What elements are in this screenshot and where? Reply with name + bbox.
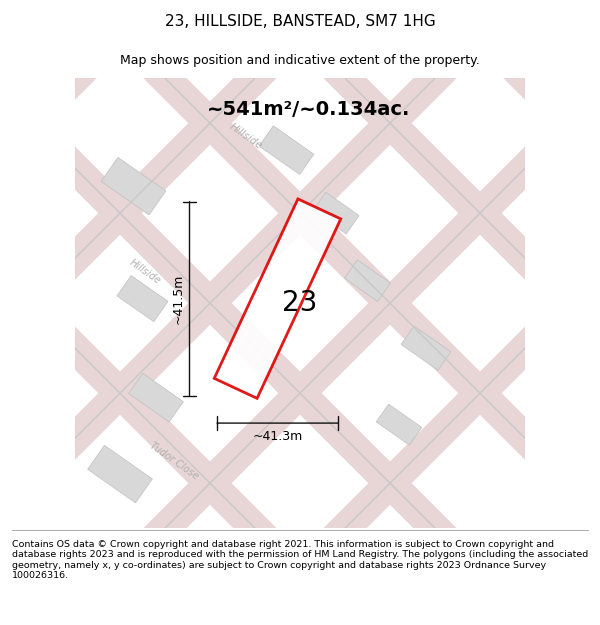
Text: Hillside: Hillside: [228, 122, 264, 151]
Bar: [344, 260, 391, 301]
Text: ~41.3m: ~41.3m: [253, 430, 302, 443]
Text: Contains OS data © Crown copyright and database right 2021. This information is : Contains OS data © Crown copyright and d…: [12, 540, 588, 580]
Bar: [88, 446, 152, 503]
Bar: [313, 192, 359, 234]
Text: 23, HILLSIDE, BANSTEAD, SM7 1HG: 23, HILLSIDE, BANSTEAD, SM7 1HG: [164, 14, 436, 29]
Bar: [376, 404, 422, 445]
Text: Hillside: Hillside: [127, 258, 162, 286]
Bar: [101, 158, 166, 215]
Bar: [401, 326, 451, 370]
Text: ~541m²/~0.134ac.: ~541m²/~0.134ac.: [208, 100, 410, 119]
Bar: [117, 276, 168, 322]
Text: ~41.5m: ~41.5m: [172, 274, 185, 324]
Bar: [259, 126, 314, 174]
Text: 23: 23: [283, 289, 317, 317]
Text: Tudor Close: Tudor Close: [148, 440, 200, 481]
Bar: [128, 373, 184, 422]
Text: Map shows position and indicative extent of the property.: Map shows position and indicative extent…: [120, 54, 480, 68]
Polygon shape: [214, 199, 341, 398]
